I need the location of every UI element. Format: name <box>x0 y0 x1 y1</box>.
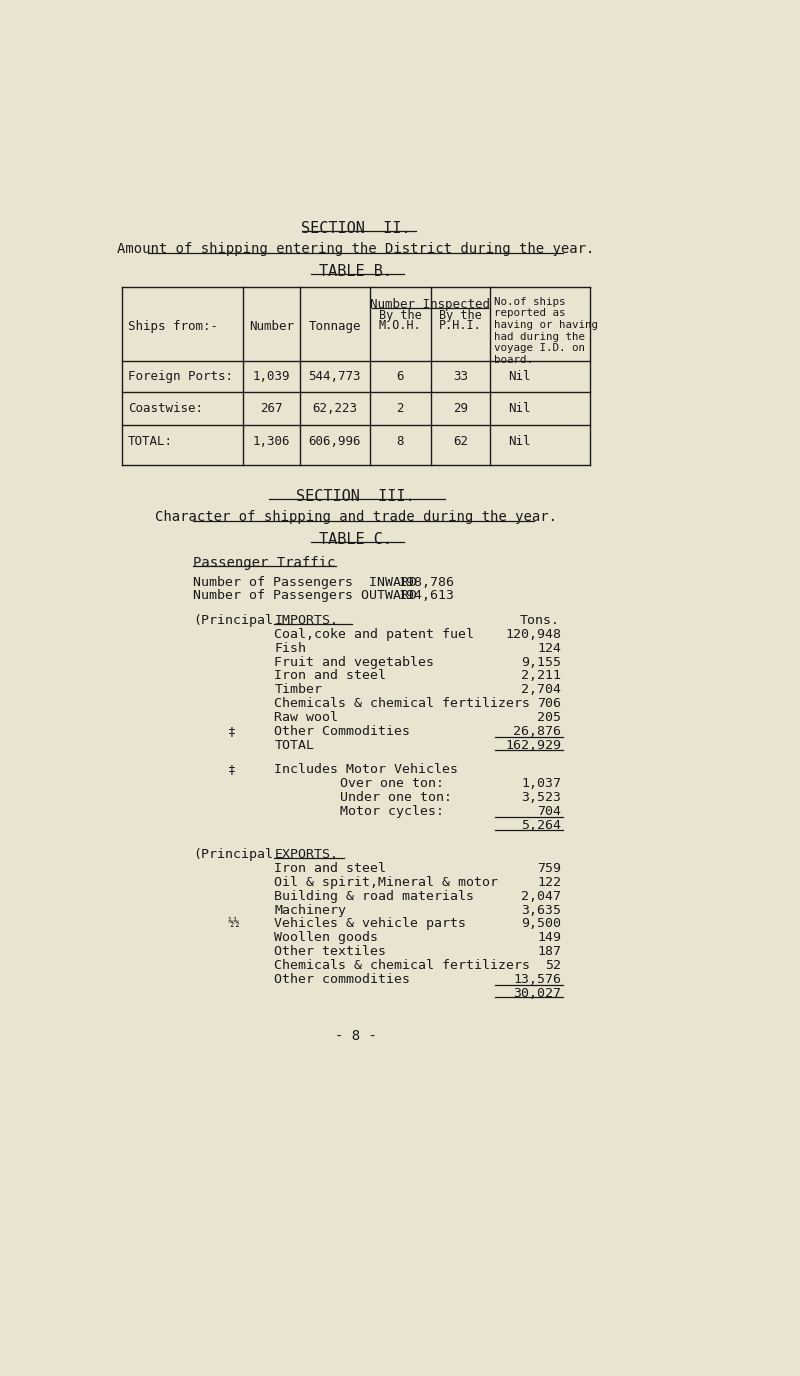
Text: 9,500: 9,500 <box>521 918 561 930</box>
Text: Fruit and vegetables: Fruit and vegetables <box>274 655 434 669</box>
Text: 52: 52 <box>545 959 561 971</box>
Text: TOTAL:: TOTAL: <box>128 435 173 449</box>
Text: 187: 187 <box>537 945 561 958</box>
Text: P.H.I.: P.H.I. <box>439 319 482 332</box>
Text: Nil: Nil <box>508 370 530 383</box>
Text: EXPORTS.: EXPORTS. <box>274 848 338 861</box>
Text: Chemicals & chemical fertilizers: Chemicals & chemical fertilizers <box>274 698 530 710</box>
Text: Amount of shipping entering the District during the year.: Amount of shipping entering the District… <box>117 242 594 256</box>
Text: Machinery: Machinery <box>274 904 346 916</box>
Text: 198,786: 198,786 <box>398 575 454 589</box>
Text: Ships from:-: Ships from:- <box>128 319 218 333</box>
Text: Under one ton:: Under one ton: <box>340 791 452 804</box>
Text: 8: 8 <box>397 435 404 449</box>
Text: 120,948: 120,948 <box>505 627 561 641</box>
Text: ‡: ‡ <box>228 764 236 776</box>
Text: 29: 29 <box>453 402 468 416</box>
Text: Character of shipping and trade during the year.: Character of shipping and trade during t… <box>154 510 557 524</box>
Text: 3,523: 3,523 <box>521 791 561 804</box>
Text: 26,876: 26,876 <box>513 725 561 738</box>
Text: TOTAL: TOTAL <box>274 739 314 751</box>
Text: 194,613: 194,613 <box>398 589 454 603</box>
Text: (Principal: (Principal <box>193 848 273 861</box>
Text: 5,264: 5,264 <box>521 819 561 832</box>
Text: 2,211: 2,211 <box>521 670 561 682</box>
Text: No.of ships
reported as
having or having
had during the
voyage I.D. on
board.: No.of ships reported as having or having… <box>494 297 598 365</box>
Text: ½½: ½½ <box>228 918 240 927</box>
Text: Raw wool: Raw wool <box>274 711 338 724</box>
Text: Passenger Traffic: Passenger Traffic <box>193 556 335 570</box>
Text: Number of Passengers OUTWARD: Number of Passengers OUTWARD <box>193 589 417 603</box>
Text: 2,704: 2,704 <box>521 684 561 696</box>
Text: 13,576: 13,576 <box>513 973 561 985</box>
Text: (Principal: (Principal <box>193 614 273 627</box>
Text: Number: Number <box>249 319 294 333</box>
Text: Includes Motor Vehicles: Includes Motor Vehicles <box>274 764 458 776</box>
Text: TABLE B.: TABLE B. <box>319 264 392 279</box>
Text: Chemicals & chemical fertilizers: Chemicals & chemical fertilizers <box>274 959 530 971</box>
Text: By the: By the <box>379 310 422 322</box>
Text: Fish: Fish <box>274 641 306 655</box>
Text: Woollen goods: Woollen goods <box>274 932 378 944</box>
Text: TABLE C.: TABLE C. <box>319 531 392 546</box>
Text: 149: 149 <box>537 932 561 944</box>
Text: - 8 -: - 8 - <box>335 1029 377 1043</box>
Text: 3,635: 3,635 <box>521 904 561 916</box>
Text: Number Inspected: Number Inspected <box>370 299 490 311</box>
Text: 62: 62 <box>453 435 468 449</box>
Text: Over one ton:: Over one ton: <box>340 777 444 790</box>
Text: Nil: Nil <box>508 435 530 449</box>
Text: Oil & spirit,Mineral & motor: Oil & spirit,Mineral & motor <box>274 877 498 889</box>
Text: 759: 759 <box>537 861 561 875</box>
Text: 706: 706 <box>537 698 561 710</box>
Text: 6: 6 <box>397 370 404 383</box>
Text: 162,929: 162,929 <box>505 739 561 751</box>
Text: Other textiles: Other textiles <box>274 945 386 958</box>
Text: Timber: Timber <box>274 684 322 696</box>
Text: Nil: Nil <box>508 402 530 416</box>
Text: 62,223: 62,223 <box>312 402 358 416</box>
Text: Other commodities: Other commodities <box>274 973 410 985</box>
Text: Other Commodities: Other Commodities <box>274 725 410 738</box>
Text: Building & road materials: Building & road materials <box>274 890 474 903</box>
Text: IMPORTS.: IMPORTS. <box>274 614 338 627</box>
Text: Iron and steel: Iron and steel <box>274 861 386 875</box>
Text: 2: 2 <box>397 402 404 416</box>
Text: SECTION  III.: SECTION III. <box>297 488 415 504</box>
Text: 9,155: 9,155 <box>521 655 561 669</box>
Text: Motor cycles:: Motor cycles: <box>340 805 444 817</box>
Text: SECTION  II.: SECTION II. <box>301 220 410 235</box>
Text: Foreign Ports:: Foreign Ports: <box>128 370 233 383</box>
Text: 205: 205 <box>537 711 561 724</box>
Text: 606,996: 606,996 <box>309 435 361 449</box>
Text: 2,047: 2,047 <box>521 890 561 903</box>
Text: 1,039: 1,039 <box>253 370 290 383</box>
Text: Vehicles & vehicle parts: Vehicles & vehicle parts <box>274 918 466 930</box>
Text: 704: 704 <box>537 805 561 817</box>
Text: Coastwise:: Coastwise: <box>128 402 203 416</box>
Text: 1,037: 1,037 <box>521 777 561 790</box>
Text: 122: 122 <box>537 877 561 889</box>
Text: By the: By the <box>439 310 482 322</box>
Text: ‡: ‡ <box>228 725 236 738</box>
Text: 267: 267 <box>261 402 283 416</box>
Text: 33: 33 <box>453 370 468 383</box>
Text: 544,773: 544,773 <box>309 370 361 383</box>
Text: 30,027: 30,027 <box>513 987 561 1000</box>
Text: Tonnage: Tonnage <box>309 319 361 333</box>
Text: Iron and steel: Iron and steel <box>274 670 386 682</box>
Text: Coal,coke and patent fuel: Coal,coke and patent fuel <box>274 627 474 641</box>
Text: Tons.: Tons. <box>519 614 559 627</box>
Text: 1,306: 1,306 <box>253 435 290 449</box>
Text: 124: 124 <box>537 641 561 655</box>
Text: Number of Passengers  INWARD: Number of Passengers INWARD <box>193 575 417 589</box>
Text: M.O.H.: M.O.H. <box>379 319 422 332</box>
